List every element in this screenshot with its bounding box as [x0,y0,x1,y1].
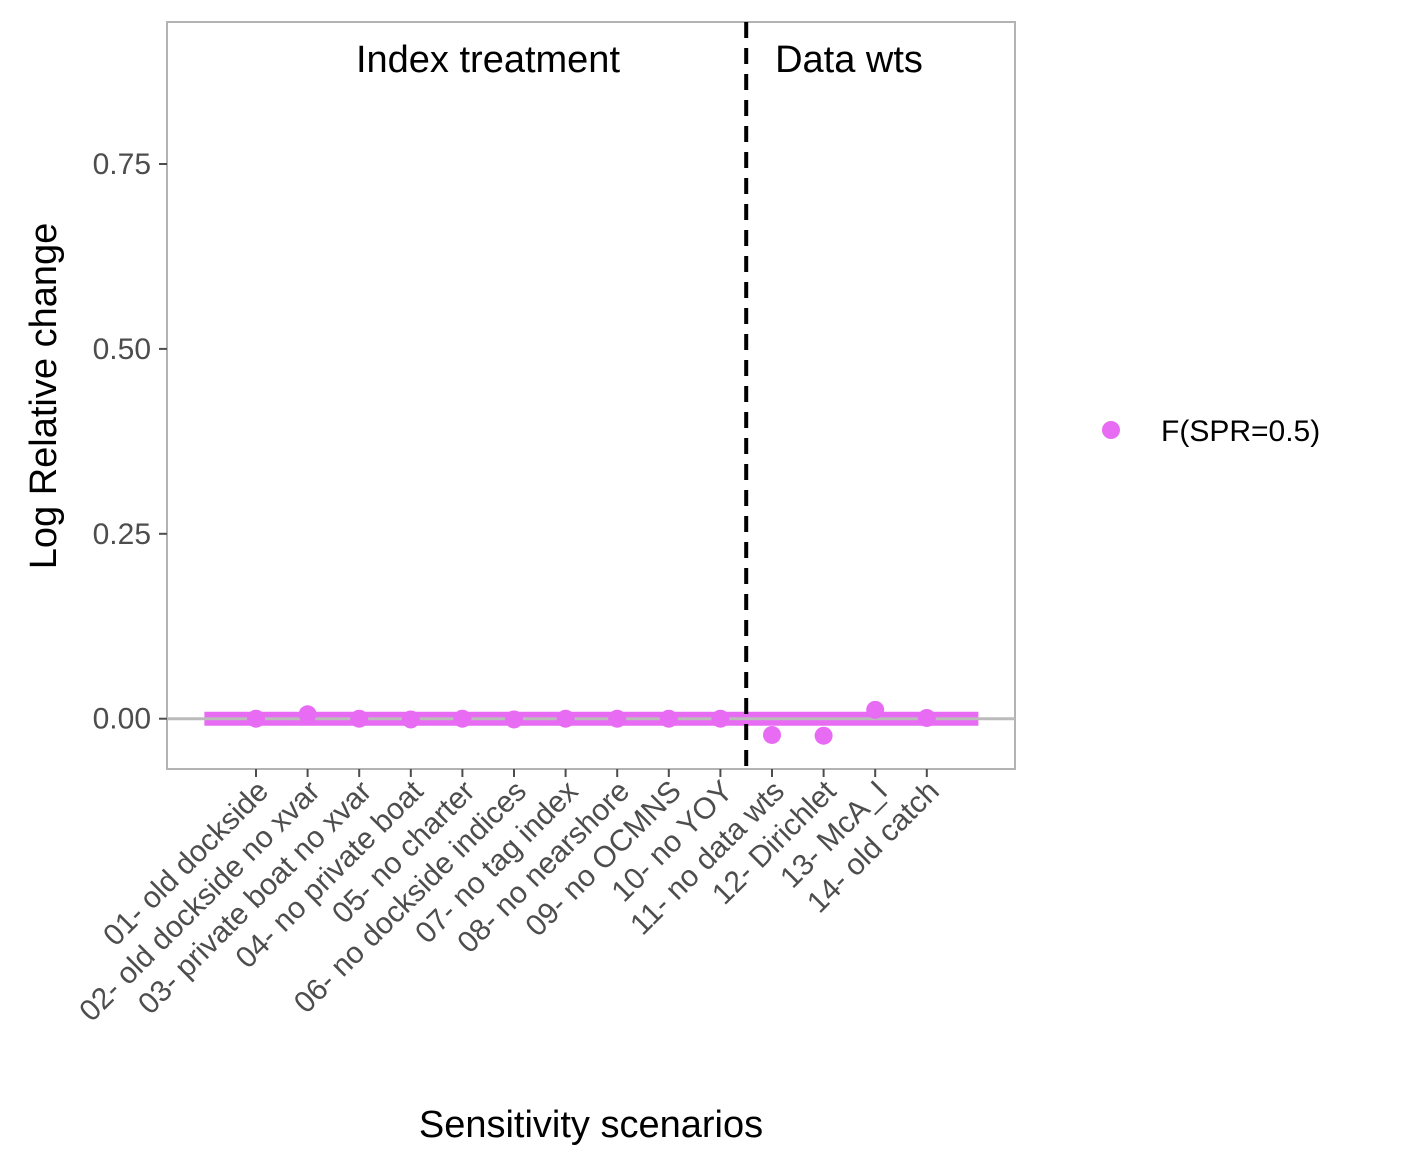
data-point-08-no-nearshore [608,709,627,728]
y-tick-label: 0.25 [93,518,151,551]
data-point-04-no-private-boat [401,710,420,729]
data-point-01-old-dockside [247,709,265,728]
section-label-data-wts: Data wts [775,39,923,81]
data-point-03-private-boat-no-xvar [350,709,369,728]
data-point-13-mca-i [866,700,885,719]
y-tick-label: 0.75 [93,148,151,181]
data-point-05-no-charter [453,709,472,728]
legend-marker [1102,421,1120,439]
y-tick-label: 0.00 [93,703,151,736]
data-point-10-no-yoy [711,709,730,728]
data-point-06-no-dockside-indices [505,710,523,729]
x-axis-title: Sensitivity scenarios [419,1104,763,1146]
section-label-index-treatment: Index treatment [356,39,620,81]
data-point-14-old-catch [917,708,936,727]
data-point-07-no-tag-index [556,709,575,728]
y-axis-title: Log Relative change [23,223,65,569]
data-point-02-old-dockside-no-xvar [298,705,317,724]
legend-label: F(SPR=0.5) [1161,415,1320,448]
data-point-11-no-data-wts [763,725,781,744]
panel-border [166,21,1016,770]
y-tick-label: 0.50 [93,333,151,366]
data-point-12-dirichlet [814,726,833,745]
data-point-09-no-ocmns [659,709,678,728]
